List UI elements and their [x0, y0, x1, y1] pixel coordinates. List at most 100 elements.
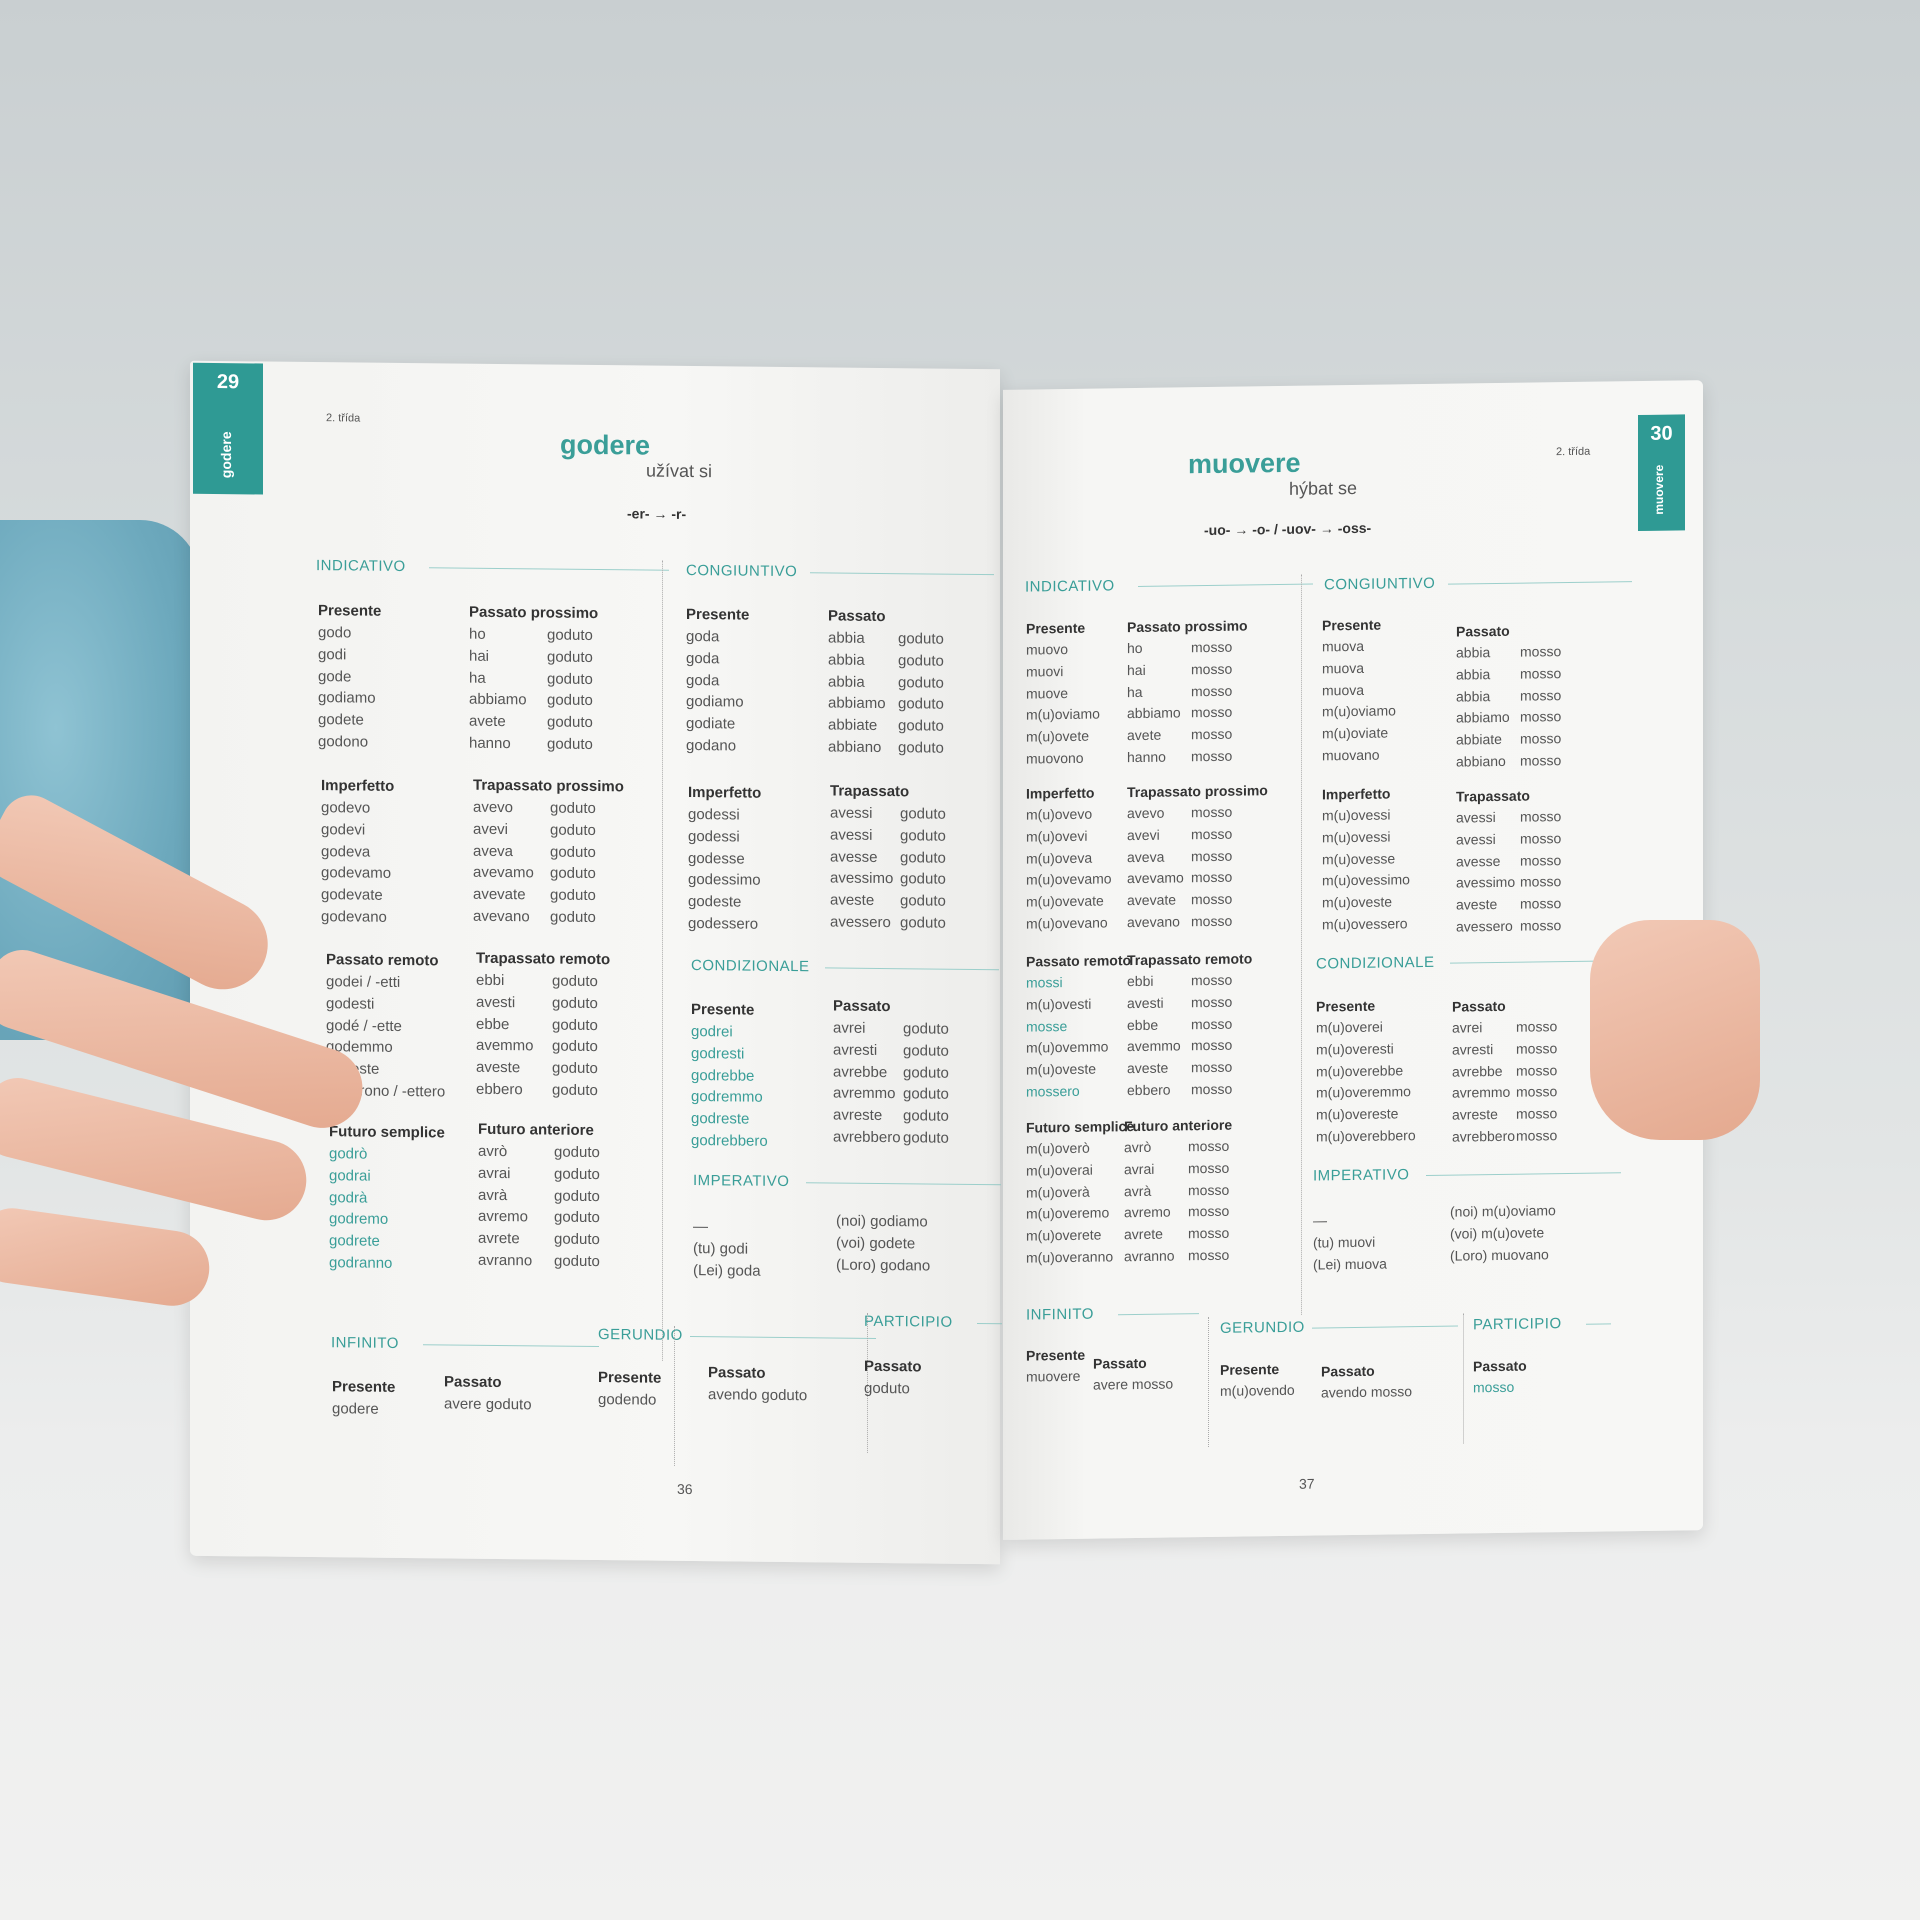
- verb-form: abbiamo: [469, 691, 527, 709]
- conjugation-row: m(u)ovessi: [1322, 804, 1410, 827]
- participle: mosso: [1191, 704, 1233, 721]
- participle: mosso: [1191, 847, 1233, 864]
- conjugation-row: aveste mosso: [1127, 1057, 1252, 1081]
- section-rule: [429, 567, 669, 571]
- conjugation-row: godresti: [691, 1043, 768, 1066]
- conjugation-row: muova: [1322, 679, 1396, 702]
- tab-number: 30: [1650, 422, 1673, 445]
- section-header-condizionale: CONDIZIONALE: [691, 957, 810, 976]
- conjugation-row: godei / -etti: [326, 971, 445, 994]
- tab-verb: godere: [218, 431, 234, 479]
- tense-label: Trapassato remoto: [1127, 950, 1253, 969]
- tense-label: Presente: [1322, 616, 1382, 634]
- verb-form: m(u)ovesti: [1026, 995, 1092, 1013]
- verb-form: avremo: [1124, 1203, 1171, 1221]
- verb-form: godranno: [329, 1254, 393, 1272]
- verb-title: godere: [560, 429, 651, 461]
- conjugation-row: avesse mosso: [1456, 850, 1561, 873]
- participle: mosso: [1520, 895, 1562, 912]
- participle: goduto: [547, 691, 593, 710]
- section-header-indicativo: INDICATIVO: [1025, 577, 1115, 596]
- verb-form: m(u)oviate: [1322, 724, 1389, 742]
- conjugation-row: avremo goduto: [478, 1206, 600, 1229]
- participle: mosso: [1191, 1015, 1233, 1032]
- conjugation-row: m(u)ovesti: [1026, 993, 1131, 1016]
- tense-label: Imperfetto: [1026, 784, 1095, 802]
- verb-form: avrà: [478, 1186, 508, 1204]
- conjugation-row: m(u)overete: [1026, 1224, 1134, 1247]
- conjugation-row: godi: [318, 644, 381, 666]
- verb-form: avevo: [473, 798, 514, 817]
- conjugation-row: abbiamo mosso: [1456, 707, 1561, 730]
- tense-block-ind-trap-pross: Trapassato prossimo avevo goduto avevi godut…: [473, 777, 624, 929]
- verb-form: avemmo: [1127, 1037, 1181, 1055]
- conjugation-row: (tu) godi: [693, 1238, 761, 1261]
- conjugation-row: m(u)overò: [1026, 1137, 1134, 1160]
- conjugation-row: hanno goduto: [469, 733, 598, 756]
- participle: goduto: [898, 630, 944, 648]
- verb-form: goda: [686, 627, 720, 646]
- conjugation-row: avremmo mosso: [1452, 1082, 1557, 1105]
- verb-form: avranno: [478, 1251, 533, 1270]
- verb-form: avrete: [1124, 1225, 1163, 1243]
- participle: mosso: [1516, 1105, 1558, 1122]
- participle: goduto: [552, 972, 598, 991]
- verb-form: ha: [469, 669, 486, 687]
- verb-form: avevamo: [473, 864, 534, 882]
- conjugation-row: aveste goduto: [476, 1057, 610, 1080]
- conjugation-row: ebbe mosso: [1127, 1013, 1252, 1037]
- conjugation-row: ebbi goduto: [476, 970, 610, 993]
- tense-label: Presente: [686, 605, 750, 624]
- conjugation-row: m(u)overebbero: [1316, 1125, 1416, 1148]
- participle: goduto: [550, 843, 596, 861]
- tense-label: Futuro semplice: [329, 1123, 445, 1142]
- verb-form: muove: [1026, 684, 1069, 702]
- verb-form: m(u)ovevo: [1026, 805, 1093, 823]
- participle: goduto: [552, 1059, 598, 1078]
- verb-form: avrà: [1124, 1182, 1152, 1199]
- conjugation-row: avresti goduto: [833, 1039, 949, 1062]
- verb-form: aveste: [1456, 896, 1498, 913]
- verb-form: avevano: [1127, 913, 1180, 931]
- participle: goduto: [552, 1037, 598, 1056]
- participle: mosso: [1520, 851, 1562, 869]
- verb-form: (noi) m(u)oviamo: [1450, 1202, 1556, 1220]
- left-page: 29 godere 2. třída godere užívat si -er-…: [190, 360, 1002, 1565]
- participle: goduto: [552, 1081, 598, 1100]
- verb-form: godo: [318, 624, 352, 642]
- conjugation-row: godevo: [321, 797, 394, 820]
- participle: mosso: [1520, 664, 1562, 682]
- tense-label: Passato: [1321, 1362, 1375, 1380]
- section-rule: [977, 1323, 1002, 1325]
- tense-block-inf-presente: Presente godere: [332, 1378, 395, 1420]
- conjugation-row: godeva: [321, 841, 394, 864]
- participle: mosso: [1191, 1080, 1233, 1098]
- verb-form: ha: [1127, 683, 1143, 700]
- verb-form: avessi: [1456, 809, 1496, 826]
- conjugation-row: aveva goduto: [473, 840, 624, 863]
- tense-block-part-passato: Passato goduto: [864, 1358, 922, 1400]
- verb-form: mosse: [1026, 1017, 1068, 1035]
- verb-form: avesti: [1127, 994, 1164, 1011]
- verb-form: godresti: [691, 1044, 745, 1063]
- participle: mosso: [1191, 890, 1233, 908]
- verb-form: muovono: [1026, 749, 1084, 767]
- section-rule: [423, 1344, 599, 1348]
- participle: mosso: [1191, 993, 1233, 1011]
- tense-label: Trapassato: [830, 782, 910, 801]
- column-divider: [662, 560, 663, 1361]
- verb-form: abbia: [828, 629, 865, 647]
- participle: goduto: [900, 826, 946, 845]
- participle: goduto: [903, 1063, 949, 1082]
- verb-form: hanno: [1127, 748, 1166, 766]
- page-number: 36: [677, 1480, 693, 1498]
- verb-form: avete: [469, 712, 506, 731]
- section-header-infinito: INFINITO: [331, 1334, 399, 1352]
- participle: mosso: [1191, 1037, 1233, 1054]
- participle: mosso: [1191, 660, 1233, 678]
- conjugation-row: m(u)ovevo: [1026, 803, 1112, 826]
- participle: mosso: [1191, 912, 1233, 930]
- conjugation-row: m(u)overei: [1316, 1016, 1416, 1039]
- verb-form: godevano: [321, 908, 387, 926]
- tense-block-ger-presente: Presente m(u)ovendo: [1220, 1361, 1295, 1403]
